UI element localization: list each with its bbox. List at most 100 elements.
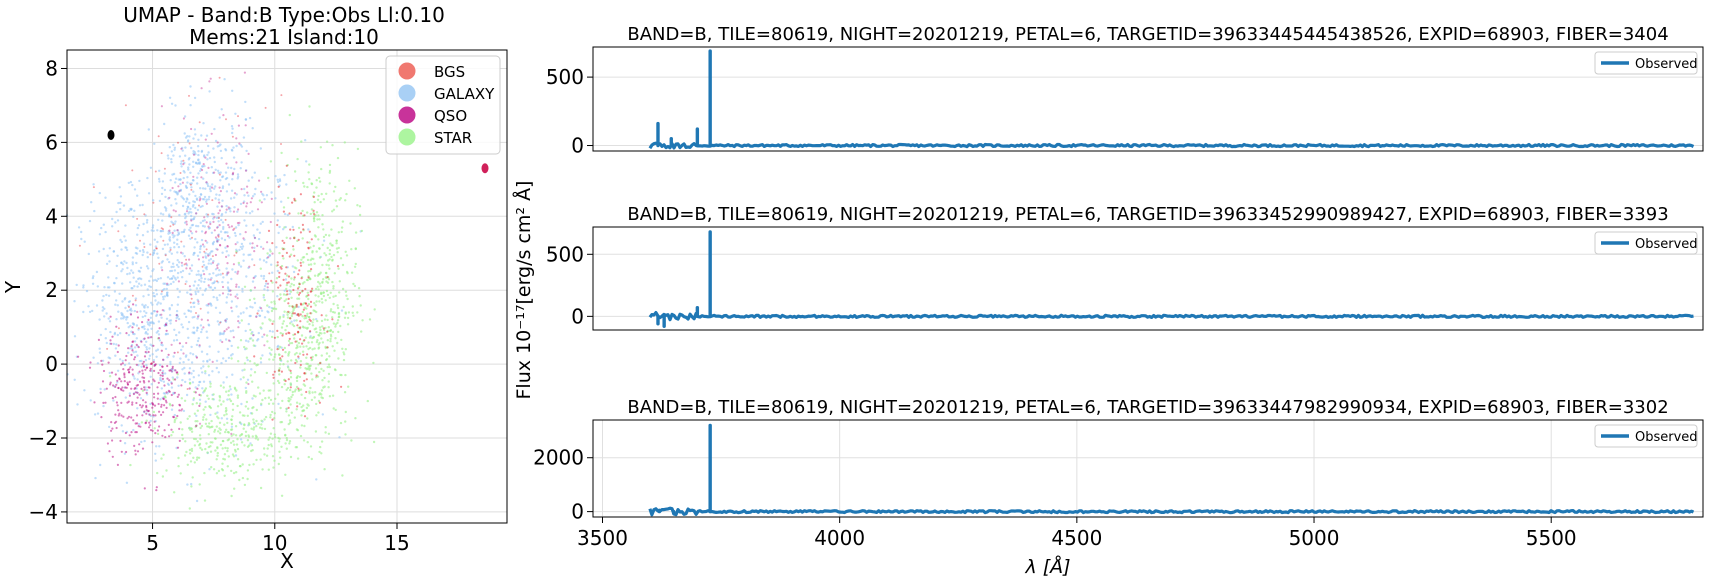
scatter-point xyxy=(207,151,210,154)
scatter-point xyxy=(108,286,111,289)
scatter-point xyxy=(188,378,191,381)
scatter-point xyxy=(216,240,219,244)
scatter-point xyxy=(327,372,331,376)
scatter-point xyxy=(301,209,304,213)
scatter-point xyxy=(226,398,229,401)
scatter-point xyxy=(244,339,248,342)
scatter-point xyxy=(313,215,316,218)
observed-flux-line xyxy=(648,141,1695,150)
scatter-point xyxy=(184,212,187,215)
scatter-point xyxy=(90,201,93,204)
shared-flux-ylabel: Flux 10⁻¹⁷[erg/s cm² Å] xyxy=(512,181,535,400)
scatter-point xyxy=(116,404,119,407)
scatter-point xyxy=(145,348,149,351)
scatter-point xyxy=(115,325,118,328)
scatter-point xyxy=(285,438,289,442)
scatter-point xyxy=(159,235,163,238)
scatter-point xyxy=(139,425,142,428)
scatter-point xyxy=(273,459,276,462)
scatter-point xyxy=(202,408,205,411)
scatter-point xyxy=(170,102,174,106)
scatter-point xyxy=(190,293,193,296)
scatter-point xyxy=(271,252,274,255)
scatter-point xyxy=(200,350,204,353)
scatter-point xyxy=(324,426,327,429)
scatter-point xyxy=(213,127,216,131)
scatter-point xyxy=(143,327,146,331)
scatter-point xyxy=(178,342,181,345)
scatter-point xyxy=(297,357,300,360)
scatter-point xyxy=(230,166,233,170)
scatter-point xyxy=(214,197,217,200)
scatter-point xyxy=(184,136,188,139)
scatter-point xyxy=(327,380,330,383)
scatter-point xyxy=(240,402,243,406)
scatter-point xyxy=(271,437,274,440)
scatter-point xyxy=(235,293,239,296)
scatter-point xyxy=(279,358,282,362)
scatter-point xyxy=(293,170,297,173)
scatter-point xyxy=(182,159,185,162)
scatter-point xyxy=(321,341,325,344)
scatter-point xyxy=(175,417,178,420)
scatter-point xyxy=(116,381,119,384)
scatter-point xyxy=(262,247,265,250)
scatter-point xyxy=(141,203,144,207)
scatter-point xyxy=(250,412,254,415)
scatter-point xyxy=(127,347,130,350)
scatter-point xyxy=(98,191,102,195)
scatter-point xyxy=(230,189,234,192)
scatter-point xyxy=(265,334,269,337)
scatter-point xyxy=(186,205,189,208)
scatter-point xyxy=(296,297,299,300)
scatter-point xyxy=(301,223,304,226)
scatter-point xyxy=(244,405,247,408)
scatter-point xyxy=(288,342,292,345)
scatter-point xyxy=(149,362,153,366)
scatter-point xyxy=(217,217,220,219)
scatter-point xyxy=(251,176,254,179)
scatter-point xyxy=(173,148,176,151)
scatter-point xyxy=(207,166,210,169)
scatter-point xyxy=(289,317,292,320)
scatter-point xyxy=(192,284,196,287)
scatter-point xyxy=(123,235,126,238)
scatter-point xyxy=(273,370,276,373)
scatter-point xyxy=(136,316,140,319)
scatter-point xyxy=(176,233,179,237)
scatter-point xyxy=(176,193,179,196)
scatter-point xyxy=(176,251,179,254)
scatter-point xyxy=(218,333,222,336)
scatter-point xyxy=(167,353,170,356)
scatter-point xyxy=(217,469,221,473)
scatter-point xyxy=(107,294,111,297)
scatter-point xyxy=(205,418,208,421)
scatter-point xyxy=(232,440,235,443)
scatter-point xyxy=(273,302,276,305)
scatter-point xyxy=(240,188,243,191)
scatter-point xyxy=(239,421,242,424)
scatter-point xyxy=(141,303,144,306)
scatter-point xyxy=(277,462,280,466)
scatter-point xyxy=(300,424,304,427)
scatter-point xyxy=(148,413,151,416)
scatter-point xyxy=(299,193,302,196)
scatter-point xyxy=(183,454,187,457)
scatter-point xyxy=(220,237,224,240)
scatter-point xyxy=(156,397,159,400)
scatter-point xyxy=(250,427,253,430)
scatter-point xyxy=(244,386,247,390)
scatter-point xyxy=(214,412,217,415)
scatter-point xyxy=(204,447,207,451)
scatter-point xyxy=(338,198,341,201)
scatter-point xyxy=(119,208,122,211)
scatter-point xyxy=(167,197,170,200)
scatter-point xyxy=(195,198,199,201)
scatter-point xyxy=(129,281,132,284)
scatter-point xyxy=(219,320,222,324)
scatter-point xyxy=(181,181,184,184)
scatter-point xyxy=(173,413,176,417)
scatter-point xyxy=(343,353,346,356)
scatter-point xyxy=(322,228,325,231)
scatter-point xyxy=(119,332,122,335)
